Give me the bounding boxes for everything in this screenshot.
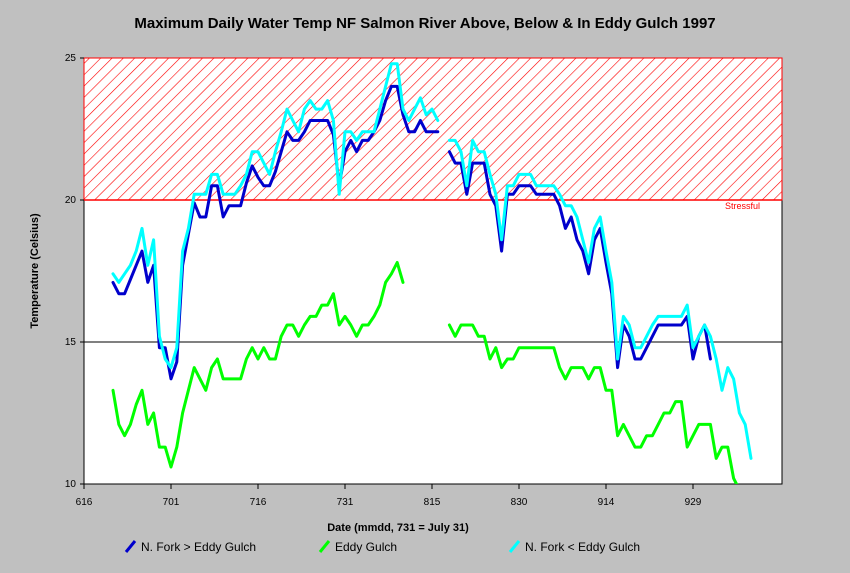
legend-label: N. Fork > Eddy Gulch — [141, 540, 256, 554]
legend-swatch — [508, 540, 521, 553]
stress-band — [83, 57, 783, 201]
series-1-line-segment-2 — [447, 150, 712, 370]
y-tick-label: 15 — [65, 337, 77, 348]
series-2-line-segment-2 — [447, 323, 739, 484]
chart-title: Maximum Daily Water Temp NF Salmon River… — [134, 15, 715, 32]
x-tick-label: 716 — [250, 497, 267, 508]
series-1-line-segment-1 — [111, 84, 440, 381]
legend-swatch — [124, 540, 137, 553]
y-tick-label: 25 — [65, 53, 77, 64]
x-tick-label: 616 — [76, 497, 93, 508]
stress-label: Stressful — [725, 201, 760, 211]
y-axis: 10 15 20 25 — [65, 53, 84, 490]
x-axis-title: Date (mmdd, 731 = July 31) — [327, 522, 469, 534]
y-tick-label: 10 — [65, 479, 77, 490]
legend-label: N. Fork < Eddy Gulch — [525, 540, 640, 554]
y-tick-label: 20 — [65, 195, 77, 206]
x-tick-label: 815 — [424, 497, 441, 508]
x-tick-label: 731 — [337, 497, 354, 508]
x-axis: 616 701 716 731 815 830 914 929 — [76, 484, 702, 508]
x-tick-label: 830 — [511, 497, 528, 508]
legend-swatch — [318, 540, 331, 553]
x-tick-label: 914 — [598, 497, 615, 508]
legend-label: Eddy Gulch — [335, 540, 397, 554]
series-3-line-segment-2 — [447, 138, 753, 460]
y-axis-title: Temperature (Celsius) — [29, 213, 41, 329]
legend: N. Fork > Eddy Gulch Eddy Gulch N. Fork < … — [124, 540, 640, 554]
series-layer — [111, 62, 753, 484]
series-3-line-segment-1 — [111, 62, 440, 370]
x-tick-label: 701 — [163, 497, 180, 508]
x-tick-label: 929 — [685, 497, 702, 508]
series-2-line-segment-1 — [111, 261, 405, 469]
